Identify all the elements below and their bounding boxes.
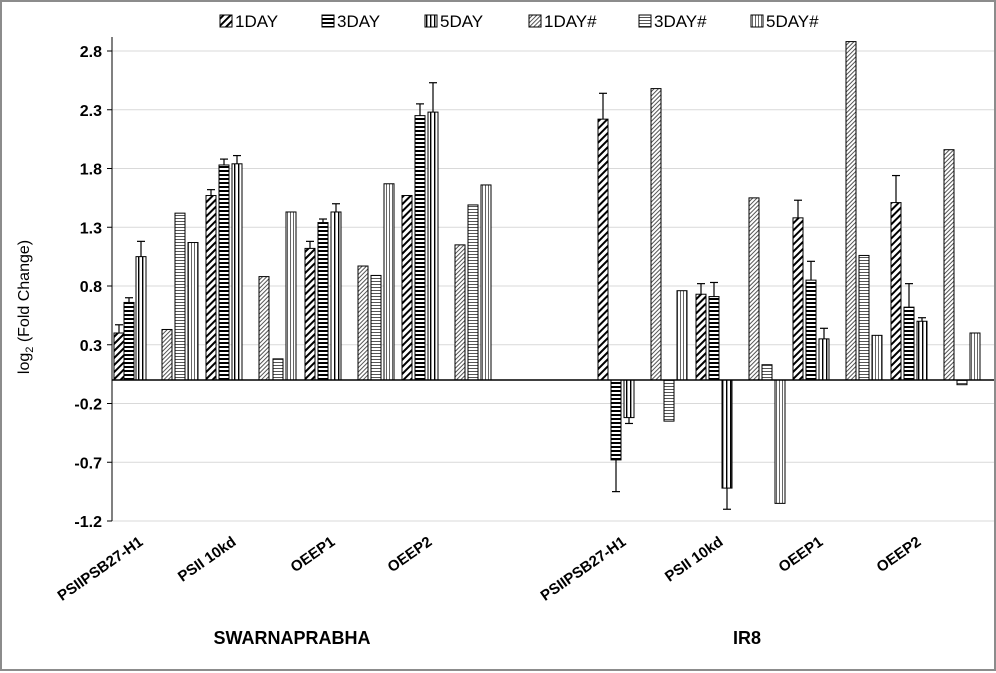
group-label: SWARNAPRABHA <box>214 628 371 648</box>
bar-3day <box>805 279 817 381</box>
bar-5day <box>818 338 830 381</box>
bar-3day <box>317 222 329 381</box>
bar-5day <box>721 379 733 489</box>
bar-1day-sharp <box>161 328 173 381</box>
bar-5day <box>916 320 928 381</box>
bar-1day <box>890 202 902 381</box>
legend-swatch <box>424 14 438 28</box>
bar-1day-sharp <box>943 149 955 381</box>
bar-5day <box>427 111 439 381</box>
y-tick-label: 0.8 <box>80 279 102 296</box>
legend-swatch <box>528 14 542 28</box>
x-category-label: PSII 10kd <box>175 533 239 585</box>
y-tick-label: 1.3 <box>80 220 102 237</box>
x-category-label: OEEP2 <box>385 533 436 576</box>
y-tick-label: 2.8 <box>80 44 102 61</box>
y-tick-label: -1.2 <box>74 514 102 531</box>
bar-3day-sharp <box>467 204 479 381</box>
bar-5day <box>135 256 147 381</box>
bar-1day-sharp <box>258 276 270 381</box>
bar-3day <box>708 296 720 381</box>
bar-5day-sharp <box>285 211 297 381</box>
bar-1day <box>205 195 217 381</box>
bar-5day-sharp <box>676 290 688 381</box>
bar-5day-sharp <box>969 332 981 381</box>
bar-5day-sharp <box>480 184 492 381</box>
bar-5day-sharp <box>187 242 199 381</box>
bar-1day-sharp <box>357 265 369 381</box>
legend-label: 3DAY <box>337 12 380 31</box>
bar-1day-sharp <box>845 41 857 381</box>
y-tick-label: 0.3 <box>80 338 102 355</box>
bar-3day-sharp <box>858 254 870 381</box>
legend-label: 1DAY# <box>544 12 597 31</box>
y-axis-label: log2 (Fold Change) <box>16 240 36 374</box>
legend-swatch <box>321 14 335 28</box>
y-tick-label: 2.3 <box>80 103 102 120</box>
legend-label: 1DAY <box>235 12 278 31</box>
bar-1day <box>401 195 413 381</box>
y-tick-label: -0.7 <box>74 455 102 472</box>
bar-1day-sharp <box>748 197 760 381</box>
bar-1day-sharp <box>454 244 466 381</box>
bar-1day <box>597 118 609 381</box>
legend-label: 3DAY# <box>654 12 707 31</box>
legend-swatch <box>638 14 652 28</box>
legend-label: 5DAY <box>440 12 483 31</box>
legend-swatch <box>750 14 764 28</box>
bar-3day <box>903 306 915 381</box>
group-label: IR8 <box>733 628 761 648</box>
x-category-label: PSII 10kd <box>662 533 726 585</box>
y-tick-label: -0.2 <box>74 397 102 414</box>
legend-label: 5DAY# <box>766 12 819 31</box>
bar-3day <box>218 164 230 381</box>
bar-5day <box>231 163 243 381</box>
bar-3day <box>123 301 135 381</box>
bars-layer <box>113 41 981 510</box>
bar-3day <box>414 115 426 381</box>
bar-3day-sharp <box>272 358 284 381</box>
bar-3day-sharp <box>174 212 186 381</box>
x-category-label: OEEP1 <box>288 533 339 576</box>
bar-1day <box>113 332 125 381</box>
bar-5day <box>623 379 635 419</box>
bar-5day-sharp <box>774 379 786 504</box>
bar-5day <box>330 211 342 381</box>
bar-1day <box>304 247 316 381</box>
legend-swatch <box>219 14 233 28</box>
x-category-label: PSIIPSB27-H1 <box>538 533 630 604</box>
legend: 1DAY 3DAY 5DAY 1DAY# 3DAY# 5DAY# <box>219 12 819 31</box>
y-tick-label: 1.8 <box>80 162 102 179</box>
bar-1day-sharp <box>650 88 662 381</box>
bar-1day <box>792 217 804 381</box>
bar-3day-sharp <box>663 379 675 422</box>
bar-3day-sharp <box>761 364 773 381</box>
x-category-label: PSIIPSB27-H1 <box>55 533 147 604</box>
bar-5day-sharp <box>383 183 395 381</box>
bar-5day-sharp <box>871 334 883 381</box>
bar-1day <box>695 293 707 381</box>
x-category-label: OEEP2 <box>874 533 925 576</box>
bar-3day-sharp <box>370 274 382 381</box>
x-category-label: OEEP1 <box>776 533 827 576</box>
bar-3day <box>610 379 622 461</box>
